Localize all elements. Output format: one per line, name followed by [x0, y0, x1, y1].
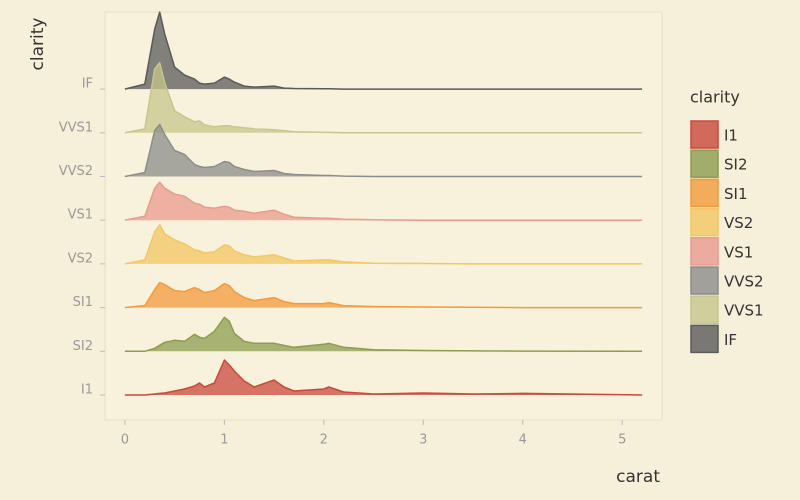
ridge-line: [124, 62, 643, 134]
legend-swatch: [690, 120, 719, 149]
ridge-layer: [124, 11, 643, 396]
ridge-area: [124, 360, 643, 395]
y-tick-label: SI2: [73, 339, 93, 354]
ridge-line: [124, 11, 643, 90]
ridge-area: [124, 224, 643, 264]
ridge-area: [124, 317, 643, 352]
y-tick-label: VVS2: [59, 164, 93, 179]
ridge-area: [124, 124, 643, 177]
y-tick-label: SI1: [73, 295, 93, 310]
y-tick-label: I1: [81, 383, 93, 398]
ridge-area: [124, 182, 643, 221]
legend-swatch: [690, 149, 719, 178]
legend: I1 SI2 SI1 VS2 VS1 VVS2 VVS1 IF: [690, 120, 764, 354]
y-tick-label: IF: [82, 77, 93, 92]
grid-layer: 0 1 2 3 4 5 IF VVS1 VVS2 VS1 VS2 SI1 SI2 I1: [59, 77, 627, 448]
legend-label: VS2: [724, 214, 753, 232]
ridge-area: [124, 62, 643, 133]
legend-title: clarity: [690, 88, 740, 107]
legend-label: VS1: [724, 243, 753, 261]
x-tick-label: 0: [121, 433, 129, 448]
y-tick-label: VVS1: [59, 120, 93, 135]
ridge-area: [124, 282, 643, 308]
x-tick-label: 3: [419, 433, 427, 448]
ridge-line: [124, 359, 643, 396]
y-tick-label: VS1: [68, 208, 93, 223]
x-tick-label: 4: [519, 433, 527, 448]
ridge-line: [124, 316, 643, 353]
x-tick-label: 5: [618, 433, 626, 448]
legend-swatch: [690, 237, 719, 266]
ridge-area: [124, 12, 643, 90]
legend-label: VVS1: [724, 302, 764, 320]
y-axis-title: clarity: [28, 18, 48, 71]
legend-swatch: [690, 178, 719, 208]
ridge-line: [124, 181, 643, 221]
legend-swatch: [690, 207, 719, 237]
x-axis-title: carat: [616, 467, 660, 487]
legend-label: IF: [724, 331, 737, 349]
legend-swatch: [690, 266, 719, 295]
ridge-line: [124, 281, 643, 309]
legend-label: SI2: [724, 156, 748, 174]
legend-swatch: [690, 295, 719, 324]
ridge-line: [124, 123, 643, 178]
legend-swatch: [690, 324, 719, 354]
y-tick-label: VS2: [68, 251, 93, 266]
x-tick-label: 2: [320, 433, 328, 448]
x-tick-label: 1: [220, 433, 228, 448]
ridge-line: [124, 224, 643, 265]
legend-label: SI1: [724, 185, 748, 203]
legend-label: VVS2: [724, 273, 764, 291]
legend-label: I1: [724, 127, 738, 145]
